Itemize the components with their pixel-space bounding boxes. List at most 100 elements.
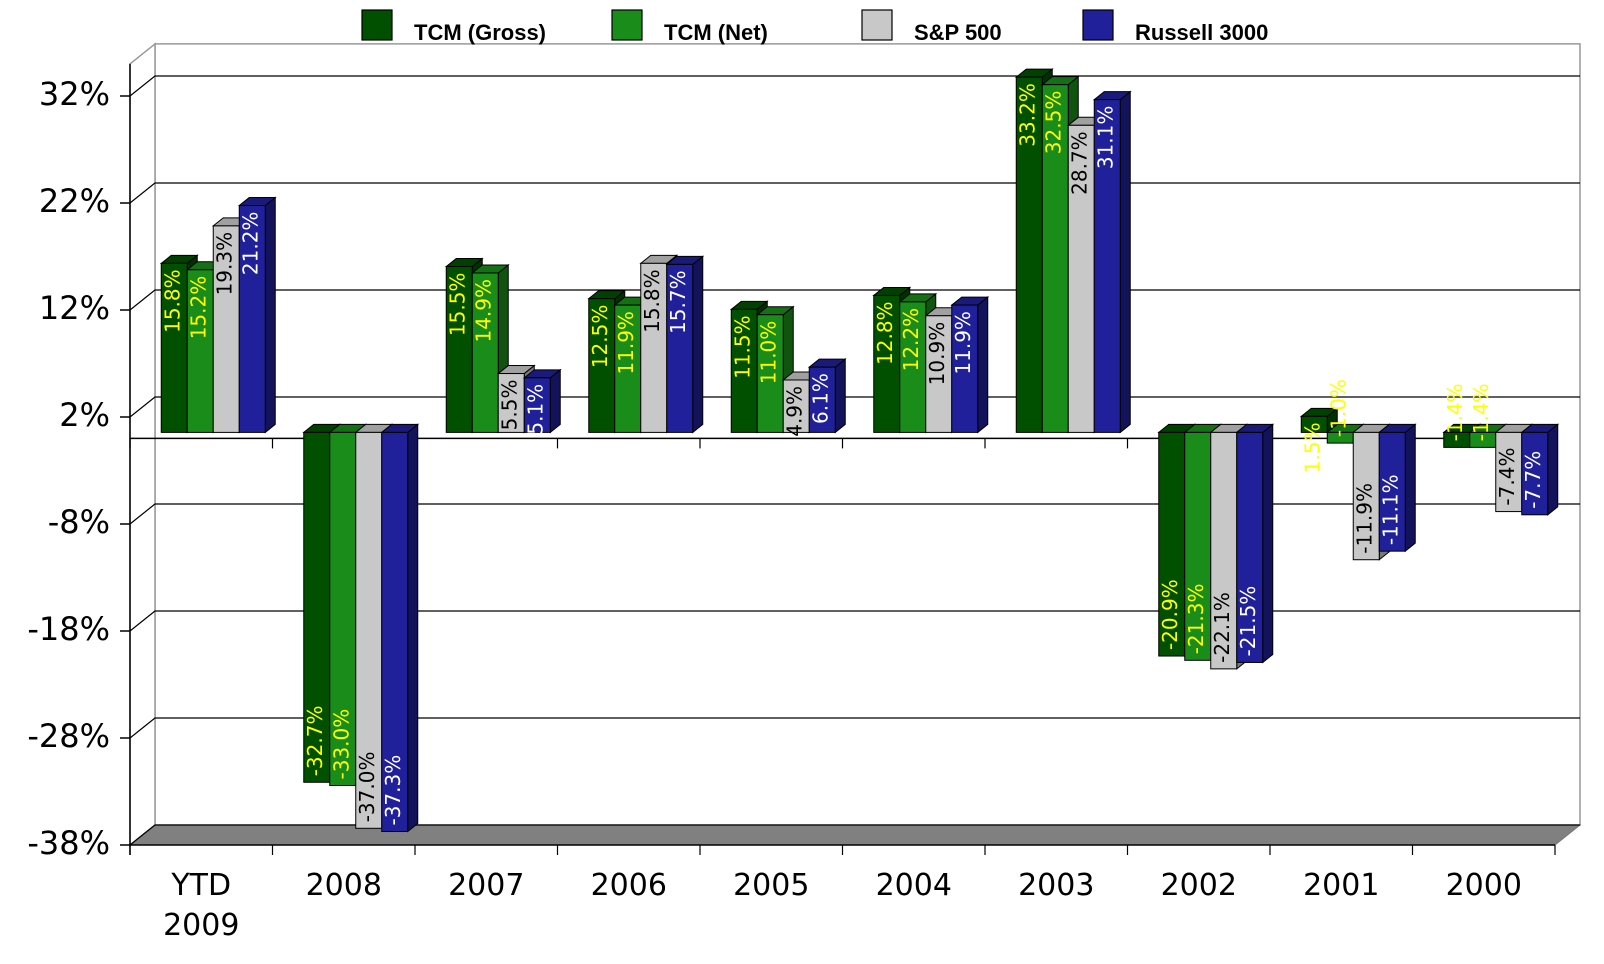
value-label: 6.1% [809, 373, 833, 424]
bar-side [549, 368, 561, 434]
y-tick-label: 12% [39, 289, 110, 327]
y-tick-label: -38% [27, 824, 110, 862]
grid-line [129, 610, 1580, 632]
x-tick-label: 2004 [875, 868, 952, 903]
grid-line [129, 503, 1580, 525]
legend-swatch [361, 9, 393, 41]
x-tick-label: 2008 [305, 868, 382, 903]
bar [1015, 76, 1043, 433]
grid-line [129, 75, 1580, 97]
bar-side [977, 296, 989, 434]
x-tick-label: 2005 [733, 868, 810, 903]
floor [128, 824, 1582, 846]
bar [1300, 415, 1328, 433]
bar [588, 298, 616, 433]
value-label: 11.0% [757, 321, 781, 385]
value-label: 5.5% [498, 380, 522, 431]
bar [160, 262, 188, 433]
legend-label: TCM (Net) [664, 20, 768, 45]
value-label: -7.4% [1495, 448, 1519, 506]
grid-line [129, 824, 1580, 846]
bar [471, 272, 499, 433]
x-tick-label: 2000 [1445, 868, 1522, 903]
legend-swatch [1082, 9, 1114, 41]
y-tick-label: -28% [27, 717, 110, 755]
value-label: 32.5% [1042, 91, 1066, 155]
bar [899, 301, 927, 433]
value-label: 15.2% [187, 276, 211, 340]
value-label: 12.8% [873, 301, 897, 365]
x-tick-label: 2006 [590, 868, 667, 903]
value-label: 12.5% [588, 305, 612, 369]
x-tick-label: 2007 [448, 868, 525, 903]
value-label: -21.3% [1184, 584, 1208, 655]
value-label: 28.7% [1068, 131, 1092, 195]
bar [497, 373, 525, 433]
bar-side [834, 358, 846, 434]
value-label: -37.0% [355, 752, 379, 823]
bar [329, 431, 357, 786]
bar [1041, 84, 1069, 433]
bar [186, 269, 214, 433]
value-label: 21.2% [239, 212, 263, 276]
bar [756, 314, 784, 433]
value-label: -7.7% [1521, 451, 1545, 509]
value-label: 4.9% [783, 386, 807, 437]
bar [1236, 431, 1264, 663]
bar [238, 205, 266, 433]
bar [381, 431, 409, 833]
value-label: -11.9% [1353, 483, 1377, 554]
x-tick-label: 2003 [1018, 868, 1095, 903]
bar-side [1262, 423, 1274, 664]
bar [782, 379, 810, 433]
bar [614, 304, 642, 433]
bar [1158, 431, 1186, 657]
value-label: 11.9% [951, 311, 975, 375]
bar [1093, 99, 1121, 433]
bar-side [1404, 423, 1416, 553]
value-label: 10.9% [925, 322, 949, 386]
x-tick-label: 2001 [1303, 868, 1380, 903]
value-label: -20.9% [1158, 579, 1182, 650]
bar-side [692, 255, 704, 434]
value-label: -32.7% [303, 706, 327, 777]
value-label: 12.2% [899, 308, 923, 372]
bar [1184, 431, 1212, 661]
y-tick-label: 22% [39, 182, 110, 220]
value-label: -37.3% [381, 755, 405, 826]
value-label: 31.1% [1094, 106, 1118, 170]
y-tick-label: -18% [27, 610, 110, 648]
side-wall [129, 42, 156, 847]
legend-label: S&P 500 [914, 20, 1002, 45]
bar-side [407, 423, 419, 833]
bar [355, 431, 383, 829]
bar [523, 377, 551, 433]
bar [212, 225, 240, 433]
bar [303, 431, 331, 783]
bar [808, 366, 836, 433]
value-label: -1.4% [1443, 383, 1467, 441]
value-label: -22.1% [1210, 592, 1234, 663]
value-label: -21.5% [1236, 586, 1260, 657]
value-label: -11.1% [1379, 474, 1403, 545]
value-label: 33.2% [1016, 83, 1040, 147]
x-tick-label: YTD 2009 [163, 868, 240, 943]
value-label: 11.5% [731, 315, 755, 379]
value-label: -33.0% [329, 709, 353, 780]
legend-swatch [861, 9, 893, 41]
bar [1352, 431, 1380, 561]
value-label: 11.9% [614, 311, 638, 375]
bar [1067, 124, 1095, 433]
value-label: 14.9% [472, 279, 496, 343]
bar [1378, 431, 1406, 552]
legend-swatch [611, 9, 643, 41]
value-label: 15.7% [666, 270, 690, 334]
y-tick-label: -8% [48, 503, 110, 541]
x-tick-label: 2002 [1160, 868, 1237, 903]
bar [640, 262, 668, 433]
value-label: 15.5% [446, 273, 470, 337]
value-label: -1.0% [1327, 379, 1351, 437]
y-tick-label: 2% [59, 396, 110, 434]
bar [730, 308, 758, 433]
